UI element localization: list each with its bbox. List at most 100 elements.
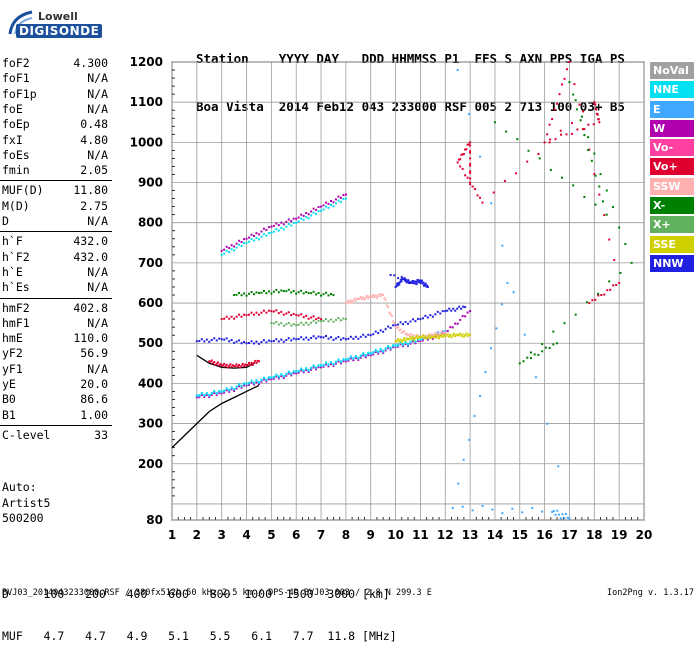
legend-item-sse: SSE [650, 235, 694, 253]
echo-point [395, 326, 398, 329]
echo-point [469, 141, 472, 144]
param-row: B0 86.6 [0, 392, 112, 407]
echo-point [215, 362, 218, 365]
echo-point [444, 332, 447, 335]
echo-point [384, 347, 387, 350]
echo-point [208, 394, 211, 397]
echo-point [347, 337, 350, 340]
echo-point [329, 293, 332, 296]
echo-point [252, 381, 255, 384]
echo-point [560, 133, 563, 136]
echo-point [469, 334, 472, 337]
echo-point [245, 294, 248, 297]
legend-item-nnw: NNW [650, 254, 694, 272]
echo-point [195, 396, 198, 399]
echo-point [374, 351, 377, 354]
echo-point [425, 285, 428, 288]
echo-point [600, 294, 603, 297]
echo-point [339, 362, 342, 365]
echo-point [320, 209, 323, 212]
echo-point [469, 170, 472, 173]
echo-point [272, 224, 275, 227]
echo-point [287, 321, 290, 324]
echo-point [416, 317, 419, 320]
echo-point [285, 312, 288, 315]
echo-point [260, 380, 263, 383]
echo-point [414, 335, 417, 338]
echo-point [250, 291, 253, 294]
echo-point [245, 384, 248, 387]
echo-point [325, 318, 328, 321]
echo-point [211, 362, 214, 365]
echo-point [598, 193, 601, 196]
echo-point [556, 102, 559, 105]
echo-point [307, 338, 310, 341]
echo-point [415, 335, 418, 338]
echo-point [277, 312, 280, 315]
echo-point [544, 346, 547, 349]
echo-point [431, 336, 434, 339]
ionogram-chart: 1 2 3 4 5 6 7 8 9 10 11 12 13 14 15 16 17 18 19 20 80200300… [130, 55, 653, 542]
echo-point [553, 108, 556, 111]
y-tick-label: 300 [138, 417, 163, 431]
echo-point [469, 164, 472, 167]
echo-point [246, 363, 249, 366]
echo-point [285, 290, 288, 293]
echo-point [369, 351, 372, 354]
echo-point [549, 138, 552, 141]
echo-point [322, 363, 325, 366]
echo-point [439, 335, 442, 338]
echo-point [568, 517, 571, 520]
echo-point [213, 390, 216, 393]
echo-point [548, 347, 551, 350]
param-row: yE 20.0 [0, 377, 112, 392]
y-axis-ticks: 80 200 300 400 500 600 700 800 900 1000 1100 1200 [130, 55, 163, 527]
echo-point [501, 244, 504, 247]
echo-point [397, 338, 400, 341]
echo-point [329, 204, 332, 207]
echo-point [265, 378, 268, 381]
echo-point [421, 317, 424, 320]
echo-point [312, 366, 315, 369]
echo-point [421, 339, 424, 342]
param-separator [0, 424, 112, 426]
echo-point [469, 177, 472, 180]
echo-point [377, 294, 380, 297]
echo-point [367, 354, 370, 357]
echo-point [287, 218, 290, 221]
echo-point [265, 341, 268, 344]
echo-point [219, 363, 222, 366]
echo-point [295, 292, 298, 295]
echo-point [417, 281, 420, 284]
echo-point [243, 384, 246, 387]
echo-point [223, 252, 226, 255]
echo-point [379, 349, 382, 352]
echo-point [223, 389, 226, 392]
echo-point [394, 344, 397, 347]
echo-point [262, 339, 265, 342]
echo-point [415, 283, 418, 286]
legend-item-nne: NNE [650, 81, 694, 99]
echo-point [588, 148, 591, 151]
echo-point [441, 336, 444, 339]
echo-point [292, 337, 295, 340]
echo-point [410, 281, 413, 284]
echo-point [198, 396, 201, 399]
echo-point [369, 354, 372, 357]
echo-point [282, 290, 285, 292]
echo-point [561, 83, 564, 86]
echo-point [441, 330, 444, 333]
echo-point [397, 326, 400, 329]
echo-point [552, 330, 555, 333]
echo-point [574, 313, 577, 316]
echo-point [400, 331, 403, 334]
echo-point [351, 301, 354, 304]
echo-point [434, 313, 437, 316]
echo-point [367, 351, 370, 354]
echo-point [277, 323, 280, 326]
echo-point [195, 340, 198, 343]
echo-point [430, 335, 433, 338]
echo-point [297, 323, 300, 326]
echo-point [248, 383, 251, 386]
echo-point [372, 294, 375, 297]
